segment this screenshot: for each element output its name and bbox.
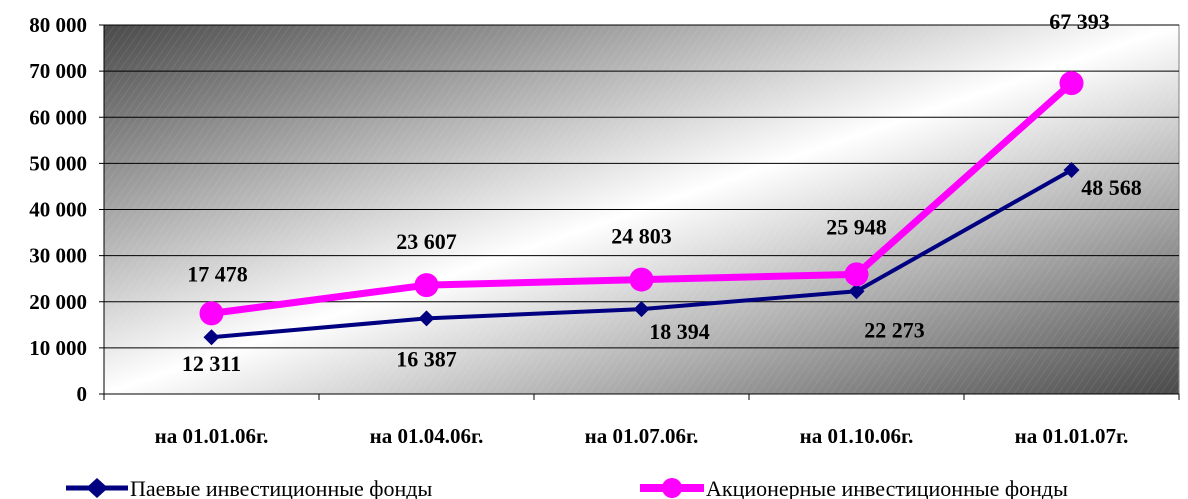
legend-label-aktsionernye: Акционерные инвестиционные фонды (706, 476, 1068, 499)
x-tick-label: на 01.01.06г. (155, 424, 269, 448)
data-label: 67 393 (1049, 9, 1110, 34)
data-point-marker (418, 310, 435, 327)
data-label: 17 478 (187, 261, 248, 286)
series-lines (199, 71, 1084, 346)
data-label: 23 607 (396, 229, 457, 254)
data-label: 48 568 (1081, 175, 1142, 200)
data-point-marker (414, 273, 439, 298)
data-labels: 12 311 16 387 18 394 22 273 48 568 17 478 23 6… (182, 9, 1142, 376)
x-tick-label: на 01.10.06г. (800, 424, 914, 448)
x-tick-label: на 01.04.06г. (370, 424, 484, 448)
y-tick-label: 20 000 (29, 290, 87, 314)
y-tick-label: 40 000 (29, 198, 87, 222)
legend-item-paevye: Паевые инвестиционные фонды (66, 476, 432, 499)
data-label: 22 273 (864, 317, 925, 342)
data-point-marker (633, 301, 650, 318)
y-tick-label: 80 000 (29, 13, 87, 37)
data-point-marker (203, 329, 220, 346)
legend-diamond-marker-icon (86, 478, 108, 498)
data-label: 18 394 (649, 319, 710, 344)
data-point-marker (199, 301, 224, 326)
legend: Паевые инвестиционные фонды Акционерные … (66, 476, 1068, 499)
y-tick-label: 0 (77, 382, 88, 406)
legend-item-aktsionernye: Акционерные инвестиционные фонды (640, 476, 1068, 499)
y-tick-label: 60 000 (29, 105, 87, 129)
data-label: 16 387 (396, 346, 457, 371)
x-tick-label: на 01.07.06г. (585, 424, 699, 448)
data-label: 25 948 (826, 214, 887, 239)
y-tick-label: 10 000 (29, 336, 87, 360)
data-point-marker (848, 283, 865, 300)
data-point-marker (1059, 71, 1084, 96)
axes: 0 10 000 20 000 30 000 40 000 50 000 60 000 70 … (29, 13, 1180, 448)
data-label: 24 803 (611, 224, 672, 249)
legend-circle-marker-icon (662, 478, 682, 498)
y-tick-label: 70 000 (29, 59, 87, 83)
legend-label-paevye: Паевые инвестиционные фонды (130, 476, 432, 499)
data-point-marker (844, 262, 869, 287)
y-tick-label: 30 000 (29, 244, 87, 268)
x-tick-label: на 01.01.07г. (1015, 424, 1129, 448)
data-point-marker (1063, 161, 1080, 178)
data-label: 12 311 (182, 351, 241, 376)
y-tick-label: 50 000 (29, 151, 87, 175)
data-point-marker (629, 267, 654, 292)
